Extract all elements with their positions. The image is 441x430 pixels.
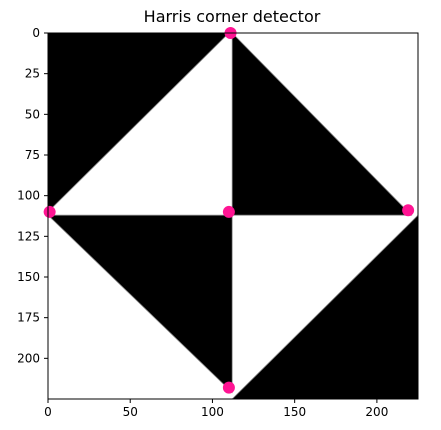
x-tick-label-200: 200	[365, 405, 388, 419]
corner-marker-5	[222, 381, 235, 394]
y-axis: 0 25 50 75 100 125 150 175 200	[17, 26, 48, 365]
corner-marker-2	[43, 205, 56, 218]
plot-frame	[47, 32, 419, 400]
plot-area	[43, 27, 419, 400]
corner-marker-4	[402, 204, 415, 217]
x-tick-label-50: 50	[123, 405, 138, 419]
y-tick-label-100: 100	[17, 189, 40, 203]
x-tick-label-150: 150	[283, 405, 306, 419]
x-tick-label-0: 0	[44, 405, 52, 419]
x-axis: 0 50 100 150 200	[44, 399, 388, 419]
y-tick-label-25: 25	[25, 67, 40, 81]
y-tick-label-150: 150	[17, 270, 40, 284]
black-region-2	[231, 32, 413, 216]
y-tick-label-0: 0	[32, 26, 40, 40]
chart-title: Harris corner detector	[144, 7, 321, 26]
y-tick-label-200: 200	[17, 351, 40, 365]
y-tick-label-175: 175	[17, 311, 40, 325]
corner-marker-3	[222, 205, 235, 218]
black-region-3	[47, 214, 233, 394]
y-tick-label-125: 125	[17, 229, 40, 243]
y-tick-label-75: 75	[25, 148, 40, 162]
x-tick-label-100: 100	[201, 405, 224, 419]
y-tick-label-50: 50	[25, 107, 40, 121]
